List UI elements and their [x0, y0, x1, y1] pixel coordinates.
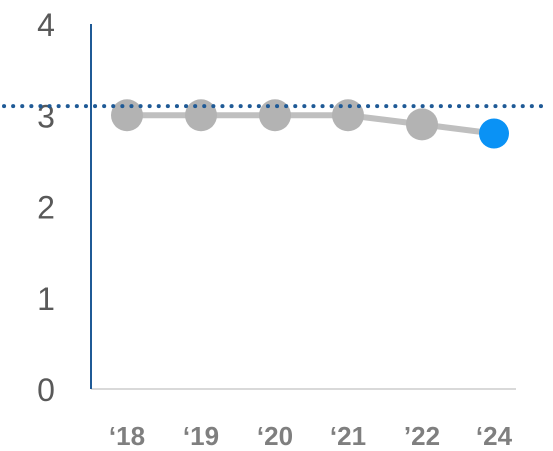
- x-tick-labels: ‘18 ‘19 ‘20 ‘21 ’22 ‘24: [109, 421, 513, 451]
- data-point: [259, 99, 291, 132]
- y-tick-label: 1: [37, 281, 55, 317]
- x-tick-label: ‘19: [183, 421, 219, 451]
- data-point: [185, 99, 217, 132]
- y-tick-label: 0: [37, 372, 55, 408]
- data-point: [111, 99, 143, 132]
- x-tick-label: ‘24: [476, 421, 513, 451]
- x-tick-label: ’22: [404, 421, 440, 451]
- y-tick-labels: 0 1 2 3 4: [37, 7, 55, 408]
- series-path: [127, 112, 495, 137]
- data-point: [406, 108, 438, 141]
- series-line: [111, 99, 509, 149]
- x-tick-label: ‘21: [330, 421, 366, 451]
- y-tick-label: 3: [37, 98, 55, 134]
- x-tick-label: ‘20: [257, 421, 293, 451]
- y-tick-label: 4: [37, 7, 55, 43]
- x-tick-label: ‘18: [109, 421, 145, 451]
- y-tick-label: 2: [37, 190, 55, 226]
- data-point: [332, 99, 364, 132]
- highlight-data-point: [479, 118, 509, 149]
